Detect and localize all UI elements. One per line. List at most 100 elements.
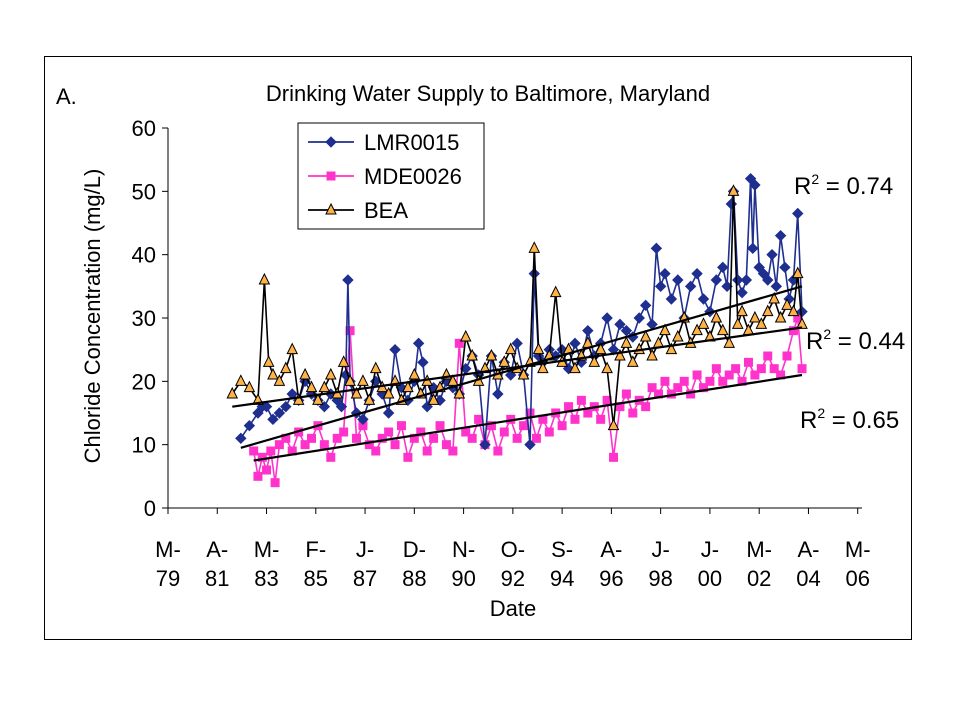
y-tick-label: 30 [132,306,156,331]
MDE0026-point [679,376,689,386]
LMR0015-point [732,274,744,286]
x-tick-label: M- [155,537,181,562]
MDE0026-point [797,364,807,374]
BEA-point [453,386,466,399]
BEA-point [731,317,744,329]
MDE0026-point [647,383,657,393]
MDE0026-point [371,446,381,456]
x-tick-label: 81 [205,566,229,591]
y-tick-label: 20 [132,369,156,394]
BEA-point [736,304,748,317]
LMR0015-point [717,261,729,274]
series-layer [226,172,808,488]
series-MDE0026 [249,313,807,488]
r2-annotations: R2 = 0.74 R2 = 0.44 R2 = 0.65 [794,171,905,434]
BEA-point [768,291,780,304]
x-tick-label: J- [651,537,669,562]
x-tick-label: 79 [156,566,180,591]
LMR0015-point [528,267,540,280]
x-tick-label: 92 [501,566,525,591]
MDE0026-point [435,421,445,431]
BEA-point [305,380,318,393]
MDE0026-point [270,478,280,488]
LMR0015-point [382,407,395,419]
BEA-point [292,393,305,405]
LMR0015-point [779,261,791,274]
MDE0026-point [467,433,477,443]
BEA-point [620,336,633,348]
x-tick-label: D- [403,537,426,562]
LMR0015-point [665,293,678,305]
LMR0015-point [325,136,337,148]
BEA-point [258,272,271,285]
MDE0026-point [564,402,574,412]
LMR0015-point [710,274,723,286]
BEA-point [727,184,740,196]
MDE0026-point [416,427,426,437]
BEA-point [710,310,723,323]
LMR0015-point [672,274,684,286]
LMR0015-point [492,388,504,400]
LMR0015-point [740,274,753,286]
BEA-point [235,374,247,386]
BEA-point [532,342,545,355]
LMR0015-point [280,400,292,413]
y-axis-title: Chloride Concentration (mg/L) [80,169,105,464]
BEA-point [312,393,324,405]
MDE0026-point [628,408,638,418]
BEA-point [262,355,275,367]
x-tick-label: 02 [747,566,771,591]
series-LMR0015 [235,172,808,451]
BEA-point [626,355,639,367]
axes: 0 10 20 30 40 50 60 M- 79 A- 81 M- 83 F- 85 J- 87 D- 88 N- 9… [132,116,871,591]
MDE0026-point [557,421,567,431]
LMR0015-point [479,438,491,451]
MDE0026-point [570,414,580,424]
x-tick-label: A- [600,537,622,562]
MDE0026-point [441,440,451,450]
MDE0026-point [486,421,496,431]
BEA-point [761,304,774,317]
MDE0026-point [609,452,619,462]
MDE0026-point [429,433,439,443]
MDE0026-point [422,446,432,456]
x-tick-label: O- [501,537,525,562]
BEA-point [267,367,279,380]
MDE0026-point [788,326,798,336]
BEA-point [363,393,376,405]
LMR0015-point [639,299,652,312]
BEA-point [594,342,607,355]
x-tick-label: S- [551,537,573,562]
LMR0015-point [569,337,581,350]
BEA-point [607,418,620,431]
BEA-point [459,329,472,342]
x-tick-label: 94 [550,566,574,591]
MDE0026-point [763,351,773,361]
BEA-point [402,380,414,393]
MDE0026-point [519,421,529,431]
MDE0026-point [319,440,329,450]
LMR0015-point [762,274,774,286]
BEA-point [755,317,768,329]
MDE0026-point [326,452,336,462]
BEA-point [447,374,459,386]
BEA-point [691,323,703,336]
y-tick-label: 50 [132,179,156,204]
x-tick-label: 85 [304,566,328,591]
LMR0015-point [749,179,761,191]
BEA-point [344,374,356,386]
panel-label: A. [56,84,77,109]
MDE0026-point [403,452,413,462]
MDE0026-point [274,440,284,450]
BEA-point [639,329,652,342]
BEA-point [665,342,678,355]
MDE0026-point [448,446,458,456]
LMR0015-point [267,413,279,426]
LMR0015-point [511,337,523,350]
BEA-point [350,386,363,399]
BEA-point [723,336,736,348]
legend-label-BEA: BEA [364,198,408,223]
BEA-point [569,361,581,374]
MDE0026-point [718,376,728,386]
LMR0015-point [736,286,748,299]
